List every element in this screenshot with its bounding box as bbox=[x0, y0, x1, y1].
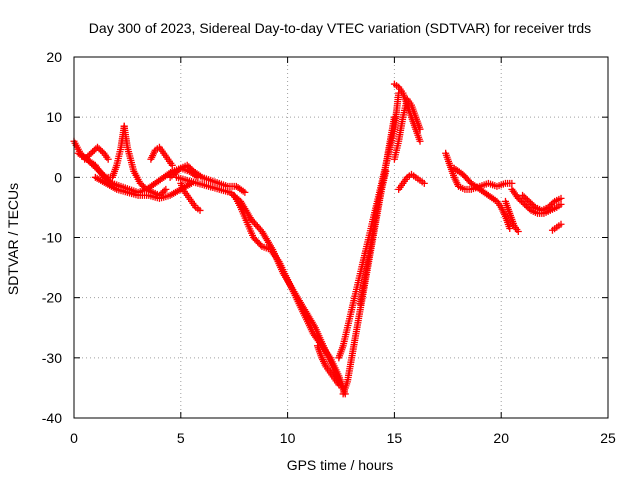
data-point bbox=[527, 199, 535, 207]
data-point bbox=[506, 224, 514, 232]
data-point bbox=[546, 202, 554, 210]
data-point bbox=[416, 125, 424, 133]
data-point bbox=[508, 179, 516, 187]
data-point bbox=[241, 188, 249, 196]
data-point bbox=[138, 181, 146, 189]
data-point bbox=[522, 194, 530, 202]
x-tick-label: 20 bbox=[493, 430, 509, 446]
series-satellite-pass-16 bbox=[390, 95, 424, 163]
data-point bbox=[82, 154, 90, 162]
y-tick-label: -30 bbox=[42, 350, 62, 366]
grid-layer bbox=[74, 57, 608, 418]
y-tick-label: 0 bbox=[54, 169, 62, 185]
y-tick-label: 20 bbox=[46, 49, 62, 65]
data-point bbox=[557, 200, 565, 208]
data-point bbox=[93, 143, 101, 151]
series-satellite-pass-22 bbox=[519, 191, 565, 214]
chart-title: Day 300 of 2023, Sidereal Day-to-day VTE… bbox=[89, 20, 591, 36]
series-satellite-pass-17 bbox=[395, 170, 428, 193]
data-point bbox=[183, 161, 191, 169]
data-point bbox=[97, 146, 105, 154]
series-satellite-pass-11 bbox=[314, 342, 343, 389]
data-point bbox=[104, 155, 112, 163]
data-point bbox=[257, 241, 265, 249]
data-point bbox=[520, 193, 528, 201]
data-point bbox=[160, 187, 168, 195]
series-satellite-pass-23 bbox=[548, 220, 565, 234]
data-point bbox=[420, 179, 428, 187]
data-point bbox=[186, 164, 194, 172]
series-satellite-pass-19 bbox=[450, 164, 514, 232]
y-tick-label: 10 bbox=[46, 109, 62, 125]
series-satellite-pass-4 bbox=[81, 143, 112, 163]
x-tick-label: 0 bbox=[70, 430, 78, 446]
y-axis-label: SDTVAR / TECUs bbox=[5, 183, 21, 295]
series-satellite-pass-8 bbox=[177, 179, 204, 214]
data-point bbox=[168, 161, 176, 169]
data-point bbox=[516, 196, 524, 204]
x-tick-label: 10 bbox=[280, 430, 296, 446]
data-point bbox=[90, 146, 98, 154]
data-point bbox=[335, 381, 343, 389]
data-point bbox=[557, 194, 565, 202]
data-point bbox=[547, 200, 555, 208]
x-tick-label: 25 bbox=[600, 430, 616, 446]
y-tick-label: -20 bbox=[42, 290, 62, 306]
data-point bbox=[530, 202, 538, 210]
data-point bbox=[416, 137, 424, 145]
data-point bbox=[524, 203, 532, 211]
series-satellite-pass-20 bbox=[501, 197, 522, 235]
y-tick-label: -10 bbox=[42, 230, 62, 246]
x-axis-label: GPS time / hours bbox=[287, 457, 394, 473]
data-point bbox=[84, 152, 92, 160]
series-satellite-pass-7 bbox=[166, 161, 249, 196]
data-point bbox=[382, 167, 390, 175]
data-point bbox=[85, 151, 93, 159]
data-point bbox=[557, 220, 565, 228]
data-point bbox=[81, 155, 89, 163]
series-satellite-pass-18 bbox=[442, 149, 516, 193]
data-point bbox=[525, 197, 533, 205]
data-point bbox=[95, 145, 103, 153]
tick-labels-layer: 0 5 10 15 20 25 -40 -30 -20 -10 0 10 20 bbox=[42, 49, 616, 446]
data-layer bbox=[70, 80, 565, 398]
series-satellite-pass-6 bbox=[147, 143, 176, 169]
data-point bbox=[514, 194, 522, 202]
data-point bbox=[544, 203, 552, 211]
data-point bbox=[526, 205, 534, 213]
data-point bbox=[528, 200, 536, 208]
x-tick-label: 15 bbox=[387, 430, 403, 446]
x-tick-label: 5 bbox=[177, 430, 185, 446]
data-point bbox=[87, 149, 95, 157]
data-point bbox=[196, 206, 204, 214]
data-point bbox=[519, 199, 527, 207]
data-point bbox=[514, 227, 522, 235]
data-point bbox=[517, 197, 525, 205]
series-satellite-pass-10 bbox=[230, 191, 347, 392]
data-point bbox=[98, 148, 106, 156]
data-point bbox=[162, 185, 170, 193]
data-point bbox=[521, 200, 529, 208]
data-point bbox=[549, 199, 557, 207]
data-point bbox=[139, 182, 147, 190]
data-point bbox=[523, 196, 531, 204]
ticks-layer bbox=[73, 56, 609, 419]
data-point bbox=[136, 179, 144, 187]
y-tick-label: -40 bbox=[42, 410, 62, 426]
data-point bbox=[185, 163, 193, 171]
series-satellite-pass-5 bbox=[91, 173, 195, 202]
data-point bbox=[519, 191, 527, 199]
data-point bbox=[522, 202, 530, 210]
data-point bbox=[159, 188, 167, 196]
data-point bbox=[89, 148, 97, 156]
series-satellite-pass-14 bbox=[356, 167, 390, 308]
